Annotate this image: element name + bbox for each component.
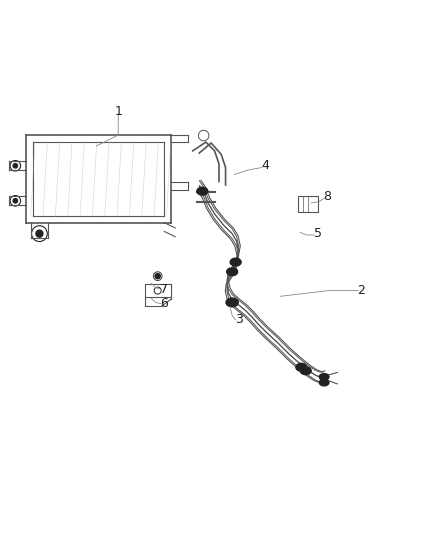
- Text: 3: 3: [235, 313, 243, 326]
- Ellipse shape: [226, 298, 238, 307]
- Text: 8: 8: [324, 190, 332, 203]
- Text: 5: 5: [314, 227, 321, 240]
- Ellipse shape: [319, 379, 329, 386]
- Text: 7: 7: [160, 283, 168, 296]
- Circle shape: [13, 164, 18, 168]
- Ellipse shape: [230, 258, 241, 266]
- Circle shape: [36, 230, 43, 237]
- Text: 6: 6: [160, 297, 168, 310]
- Ellipse shape: [296, 364, 307, 371]
- Bar: [298, 197, 318, 212]
- Text: 2: 2: [357, 284, 365, 297]
- Ellipse shape: [197, 187, 208, 195]
- Ellipse shape: [319, 374, 329, 380]
- Ellipse shape: [300, 367, 311, 375]
- Circle shape: [13, 199, 18, 203]
- Text: 1: 1: [114, 104, 122, 117]
- Ellipse shape: [227, 268, 237, 276]
- Circle shape: [155, 273, 160, 279]
- Text: 4: 4: [261, 159, 269, 172]
